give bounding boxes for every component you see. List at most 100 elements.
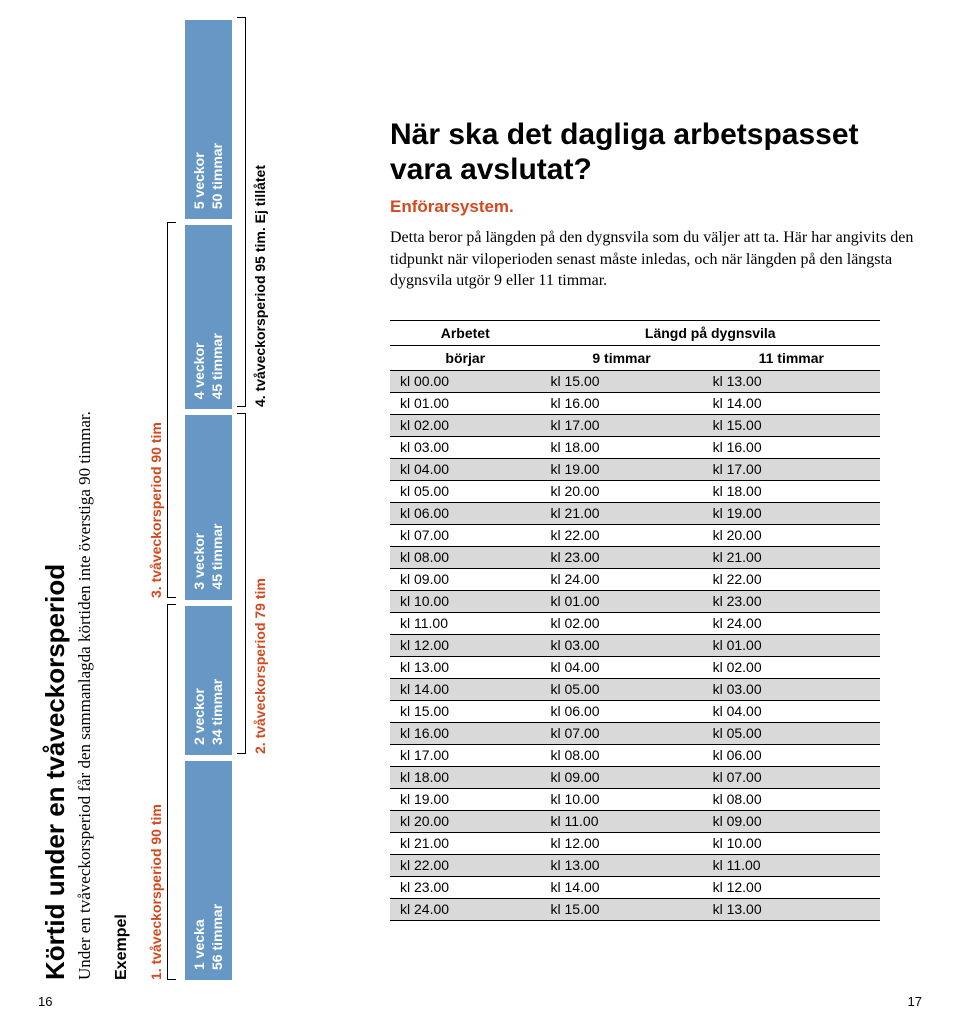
table-cell: kl 20.00 — [703, 524, 880, 546]
table-row: kl 19.00kl 10.00kl 08.00 — [390, 788, 880, 810]
table-cell: kl 10.00 — [541, 788, 703, 810]
rotated-content: Körtid under en tvåveckorsperiod Under e… — [40, 20, 280, 980]
bar-line-1: 1 vecka — [191, 771, 209, 970]
table-cell: kl 11.00 — [390, 612, 541, 634]
table-cell: kl 15.00 — [390, 700, 541, 722]
bottom-period-label: 2. tvåveckorsperiod 79 tim — [252, 578, 268, 754]
table-row: kl 24.00kl 15.00kl 13.00 — [390, 898, 880, 920]
page-number-left: 16 — [38, 994, 52, 1009]
bottom-period-label: 4. tvåveckorsperiod 95 tim. Ej tillåtet — [252, 165, 268, 407]
timeline-bar: 1 vecka56 timmar — [185, 761, 232, 980]
table-row: kl 20.00kl 11.00kl 09.00 — [390, 810, 880, 832]
top-bracket: 1. tvåveckorsperiod 90 tim — [167, 604, 175, 980]
bar-line-1: 2 veckor — [191, 616, 209, 745]
table-cell: kl 22.00 — [390, 854, 541, 876]
table-cell: kl 09.00 — [390, 568, 541, 590]
table-row: kl 18.00kl 09.00kl 07.00 — [390, 766, 880, 788]
table-row: kl 10.00kl 01.00kl 23.00 — [390, 590, 880, 612]
table-cell: kl 20.00 — [541, 480, 703, 502]
table-cell: kl 06.00 — [703, 744, 880, 766]
bar-line-2: 56 timmar — [209, 771, 227, 970]
table-row: kl 08.00kl 23.00kl 21.00 — [390, 546, 880, 568]
table-cell: kl 09.00 — [541, 766, 703, 788]
table-cell: kl 24.00 — [703, 612, 880, 634]
th-9tim: 9 timmar — [541, 345, 703, 370]
bottom-brackets: 2. tvåveckorsperiod 79 tim 4. tvåveckorsp… — [238, 20, 280, 980]
table-cell: kl 21.00 — [541, 502, 703, 524]
th-11tim: 11 timmar — [703, 345, 880, 370]
bar-line-1: 4 veckor — [191, 235, 209, 399]
table-cell: kl 06.00 — [541, 700, 703, 722]
table-cell: kl 18.00 — [390, 766, 541, 788]
table-cell: kl 13.00 — [703, 898, 880, 920]
table-row: kl 01.00kl 16.00kl 14.00 — [390, 392, 880, 414]
table-cell: kl 05.00 — [703, 722, 880, 744]
table-cell: kl 15.00 — [703, 414, 880, 436]
table-row: kl 22.00kl 13.00kl 11.00 — [390, 854, 880, 876]
table-row: kl 05.00kl 20.00kl 18.00 — [390, 480, 880, 502]
timeline-bar: 4 veckor45 timmar — [185, 225, 232, 409]
table-cell: kl 08.00 — [703, 788, 880, 810]
bottom-bracket: 4. tvåveckorsperiod 95 tim. Ej tillåtet — [238, 17, 246, 407]
timeline-bar: 3 veckor45 timmar — [185, 415, 232, 599]
table-cell: kl 13.00 — [390, 656, 541, 678]
right-content: När ska det dagliga arbetspasset vara av… — [390, 118, 920, 921]
table-cell: kl 00.00 — [390, 370, 541, 392]
th-arbetet: Arbetet — [390, 320, 541, 345]
table-row: kl 15.00kl 06.00kl 04.00 — [390, 700, 880, 722]
table-cell: kl 22.00 — [703, 568, 880, 590]
main-title: Körtid under en tvåveckorsperiod — [40, 20, 71, 980]
table-cell: kl 21.00 — [390, 832, 541, 854]
table-cell: kl 10.00 — [703, 832, 880, 854]
table-row: kl 12.00kl 03.00kl 01.00 — [390, 634, 880, 656]
table-row: kl 07.00kl 22.00kl 20.00 — [390, 524, 880, 546]
exempel-label: Exempel — [113, 20, 131, 980]
bar-line-2: 34 timmar — [209, 616, 227, 745]
top-period-label: 1. tvåveckorsperiod 90 tim — [148, 804, 164, 980]
table-cell: kl 12.00 — [541, 832, 703, 854]
table-cell: kl 02.00 — [541, 612, 703, 634]
bar-row: 1 vecka56 timmar 2 veckor34 timmar 3 vecko… — [185, 20, 232, 980]
table-cell: kl 16.00 — [703, 436, 880, 458]
bar-line-2: 50 timmar — [209, 30, 227, 209]
table-cell: kl 03.00 — [541, 634, 703, 656]
table-row: kl 06.00kl 21.00kl 19.00 — [390, 502, 880, 524]
table-cell: kl 24.00 — [390, 898, 541, 920]
table-cell: kl 23.00 — [390, 876, 541, 898]
table-cell: kl 12.00 — [390, 634, 541, 656]
table-cell: kl 09.00 — [703, 810, 880, 832]
schedule-table: Arbetet Längd på dygnsvila börjar 9 timm… — [390, 320, 880, 921]
table-row: kl 09.00kl 24.00kl 22.00 — [390, 568, 880, 590]
table-cell: kl 07.00 — [541, 722, 703, 744]
sub-title: Under en tvåveckorsperiod får den samman… — [75, 20, 95, 980]
table-row: kl 14.00kl 05.00kl 03.00 — [390, 678, 880, 700]
table-cell: kl 03.00 — [703, 678, 880, 700]
th-langd: Längd på dygnsvila — [541, 320, 881, 345]
table-cell: kl 15.00 — [541, 370, 703, 392]
bottom-bracket: 2. tvåveckorsperiod 79 tim — [238, 413, 246, 754]
table-cell: kl 13.00 — [541, 854, 703, 876]
table-cell: kl 19.00 — [390, 788, 541, 810]
table-cell: kl 12.00 — [703, 876, 880, 898]
table-cell: kl 22.00 — [541, 524, 703, 546]
table-cell: kl 02.00 — [390, 414, 541, 436]
top-period-label: 3. tvåveckorsperiod 90 tim — [148, 422, 164, 598]
table-row: kl 13.00kl 04.00kl 02.00 — [390, 656, 880, 678]
table-cell: kl 01.00 — [703, 634, 880, 656]
table-cell: kl 01.00 — [390, 392, 541, 414]
table-cell: kl 02.00 — [703, 656, 880, 678]
table-cell: kl 18.00 — [541, 436, 703, 458]
table-cell: kl 11.00 — [703, 854, 880, 876]
table-cell: kl 15.00 — [541, 898, 703, 920]
page-number-right: 17 — [908, 994, 922, 1009]
right-body: Detta beror på längden på den dygnsvila … — [390, 227, 920, 292]
bar-line-1: 5 veckor — [191, 30, 209, 209]
table-cell: kl 16.00 — [541, 392, 703, 414]
table-cell: kl 14.00 — [541, 876, 703, 898]
table-cell: kl 13.00 — [703, 370, 880, 392]
table-row: kl 02.00kl 17.00kl 15.00 — [390, 414, 880, 436]
table-row: kl 17.00kl 08.00kl 06.00 — [390, 744, 880, 766]
table-cell: kl 19.00 — [541, 458, 703, 480]
table-cell: kl 11.00 — [541, 810, 703, 832]
table-cell: kl 24.00 — [541, 568, 703, 590]
